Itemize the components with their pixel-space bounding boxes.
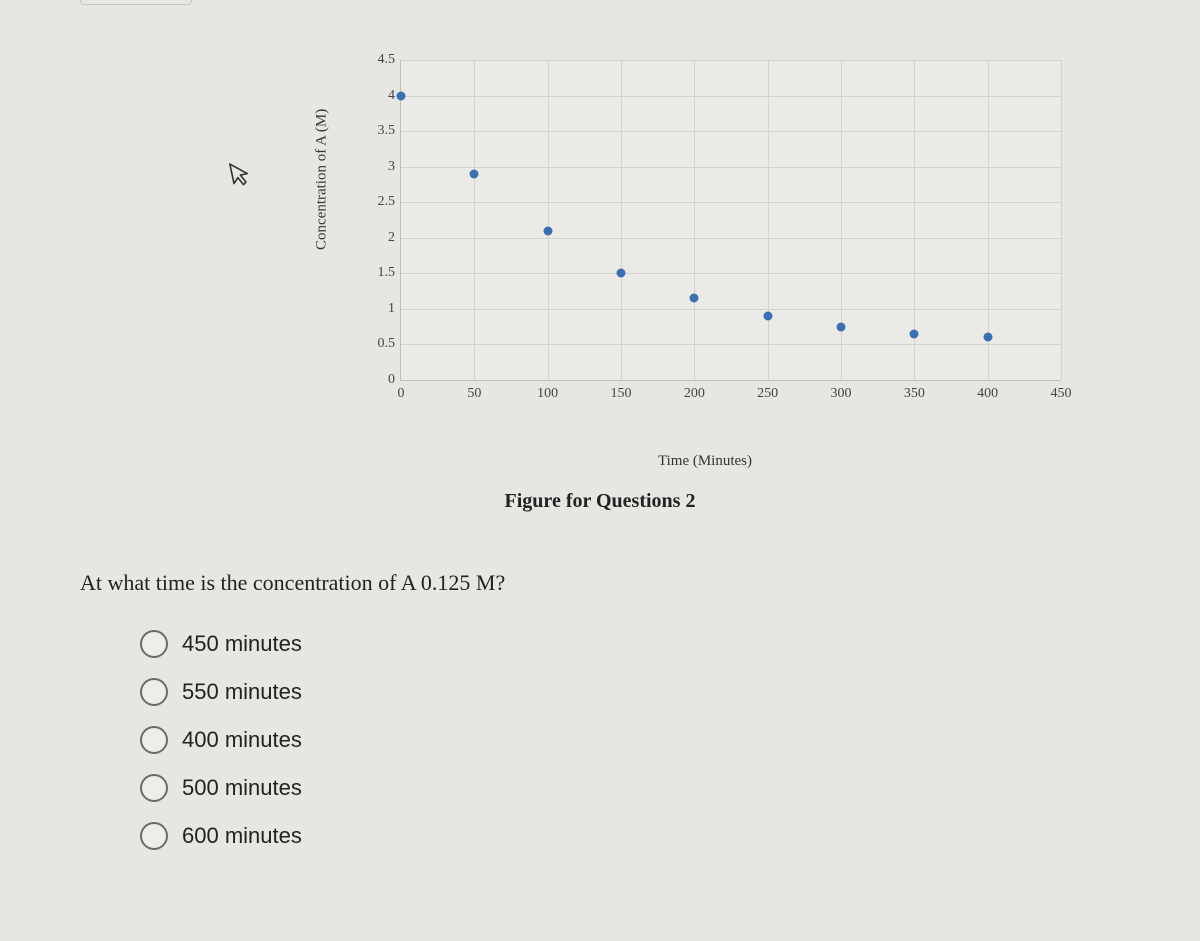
gridline-horizontal xyxy=(401,167,1061,168)
answer-option[interactable]: 450 minutes xyxy=(140,630,302,658)
page-root: Concentration of A (M) 05010015020025030… xyxy=(0,0,1200,941)
y-tick-label: 0.5 xyxy=(378,336,402,352)
answer-option[interactable]: 400 minutes xyxy=(140,726,302,754)
concentration-chart: Concentration of A (M) 05010015020025030… xyxy=(320,40,1090,460)
radio-icon[interactable] xyxy=(140,678,168,706)
data-point xyxy=(397,91,406,100)
answer-option[interactable]: 550 minutes xyxy=(140,678,302,706)
data-point xyxy=(910,329,919,338)
radio-icon[interactable] xyxy=(140,630,168,658)
x-tick-label: 100 xyxy=(537,380,558,402)
question-text: At what time is the concentration of A 0… xyxy=(80,570,505,596)
answer-option-label: 600 minutes xyxy=(182,823,302,849)
y-tick-label: 2.5 xyxy=(378,194,402,210)
radio-icon[interactable] xyxy=(140,726,168,754)
gridline-horizontal xyxy=(401,344,1061,345)
gridline-vertical xyxy=(768,60,769,380)
data-point xyxy=(837,322,846,331)
figure-caption: Figure for Questions 2 xyxy=(0,490,1200,513)
x-tick-label: 450 xyxy=(1051,380,1072,402)
gridline-vertical xyxy=(548,60,549,380)
data-point xyxy=(543,226,552,235)
answer-option[interactable]: 600 minutes xyxy=(140,822,302,850)
gridline-horizontal xyxy=(401,131,1061,132)
x-tick-label: 350 xyxy=(904,380,925,402)
gridline-vertical xyxy=(474,60,475,380)
tab-stub xyxy=(80,0,192,5)
x-tick-label: 50 xyxy=(467,380,481,402)
gridline-horizontal xyxy=(401,309,1061,310)
gridline-vertical xyxy=(621,60,622,380)
y-tick-label: 3.5 xyxy=(378,123,402,139)
answer-option-label: 450 minutes xyxy=(182,631,302,657)
gridline-vertical xyxy=(694,60,695,380)
answer-option[interactable]: 500 minutes xyxy=(140,774,302,802)
cursor-icon xyxy=(226,158,255,198)
data-point xyxy=(690,294,699,303)
gridline-horizontal xyxy=(401,60,1061,61)
y-tick-label: 2 xyxy=(388,230,401,246)
answer-options: 450 minutes 550 minutes 400 minutes 500 min… xyxy=(140,630,302,850)
data-point xyxy=(763,312,772,321)
radio-icon[interactable] xyxy=(140,822,168,850)
answer-option-label: 550 minutes xyxy=(182,679,302,705)
answer-option-label: 500 minutes xyxy=(182,775,302,801)
x-tick-label: 400 xyxy=(977,380,998,402)
plot-area: 05010015020025030035040045000.511.522.53… xyxy=(400,60,1061,381)
gridline-horizontal xyxy=(401,273,1061,274)
y-axis-label: Concentration of A (M) xyxy=(314,109,331,250)
data-point xyxy=(470,169,479,178)
y-tick-label: 1 xyxy=(388,301,401,317)
data-point xyxy=(617,269,626,278)
x-tick-label: 150 xyxy=(611,380,632,402)
y-tick-label: 0 xyxy=(388,372,401,388)
y-tick-label: 1.5 xyxy=(378,265,402,281)
x-axis-label: Time (Minutes) xyxy=(320,453,1090,470)
radio-icon[interactable] xyxy=(140,774,168,802)
gridline-vertical xyxy=(1061,60,1062,380)
x-tick-label: 200 xyxy=(684,380,705,402)
gridline-horizontal xyxy=(401,96,1061,97)
gridline-horizontal xyxy=(401,202,1061,203)
x-tick-label: 300 xyxy=(831,380,852,402)
data-point xyxy=(983,333,992,342)
x-tick-label: 250 xyxy=(757,380,778,402)
gridline-vertical xyxy=(841,60,842,380)
y-tick-label: 3 xyxy=(388,159,401,175)
y-tick-label: 4.5 xyxy=(378,52,402,68)
answer-option-label: 400 minutes xyxy=(182,727,302,753)
gridline-horizontal xyxy=(401,238,1061,239)
